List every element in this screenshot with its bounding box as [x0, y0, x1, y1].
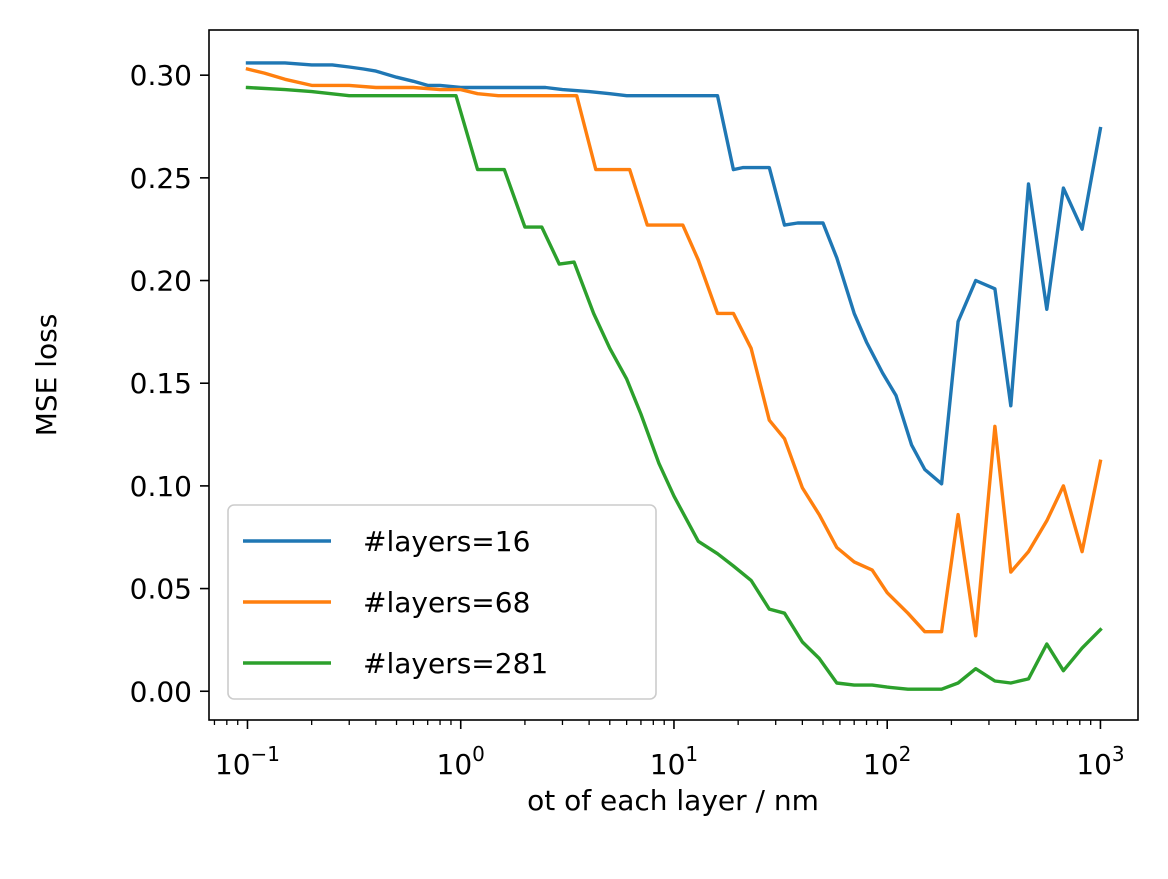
series-line-1	[245, 61, 1103, 486]
x-axis-title: ot of each layer / nm	[527, 784, 819, 817]
y-tick-label: 0.30	[130, 59, 192, 92]
legend-label-1: #layers=16	[363, 525, 530, 558]
y-tick-label: 0.15	[130, 367, 192, 400]
y-axis-ticks: 0.00 0.05 0.10 0.15 0.20 0.25 0.30	[130, 59, 209, 708]
series-line-2	[245, 66, 1103, 638]
y-tick-label: 0.10	[130, 470, 192, 503]
legend: #layers=16 #layers=68 #layers=281	[227, 504, 657, 700]
x-axis-ticks: 10−1 100 101 102 103	[215, 720, 1125, 781]
y-axis-title: MSE loss	[30, 314, 63, 437]
plot-frame	[208, 29, 1139, 721]
y-tick-label: 0.20	[130, 265, 192, 298]
y-tick-label: 0.00	[130, 675, 192, 708]
legend-label-3: #layers=281	[363, 647, 548, 680]
y-tick-label: 0.05	[130, 573, 192, 606]
x-tick-label: 100	[437, 742, 485, 781]
x-tick-label: 10−1	[215, 742, 280, 781]
x-tick-label: 102	[863, 742, 911, 781]
y-tick-label: 0.25	[130, 162, 192, 195]
series-lines	[245, 61, 1103, 691]
x-tick-label: 101	[650, 742, 698, 781]
x-minor-ticks	[213, 720, 1092, 725]
x-tick-label: 103	[1076, 742, 1124, 781]
legend-box	[227, 504, 657, 700]
series-line-3	[245, 85, 1103, 691]
legend-label-2: #layers=68	[363, 586, 530, 619]
